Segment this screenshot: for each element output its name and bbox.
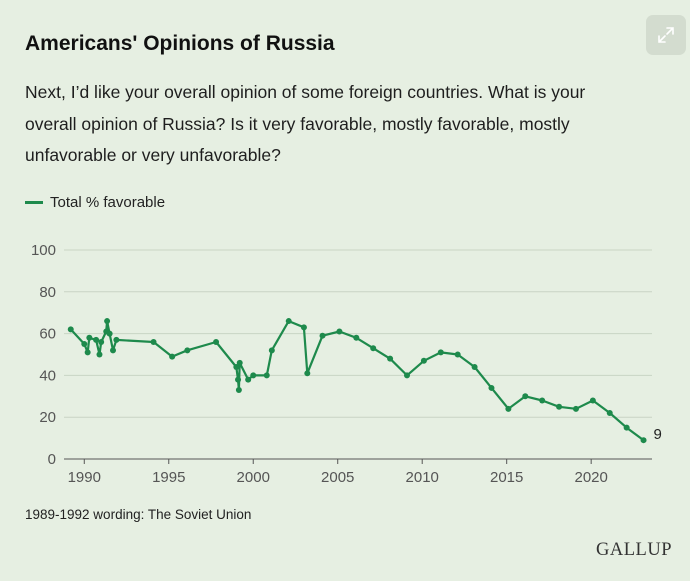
expand-button[interactable]: [646, 15, 686, 55]
y-tick-label: 80: [39, 284, 56, 301]
data-point: [250, 372, 257, 379]
data-point: [640, 437, 647, 444]
data-point: [454, 351, 461, 358]
data-point: [150, 338, 157, 345]
y-tick-label: 0: [48, 451, 56, 468]
x-tick-label: 2000: [237, 469, 270, 486]
gallup-logo: GALLUP: [596, 540, 672, 560]
data-point: [336, 328, 343, 335]
data-point: [96, 351, 103, 358]
data-point: [113, 336, 120, 343]
wording-note: 1989-1992 wording: The Soviet Union: [25, 507, 252, 522]
data-point: [387, 355, 394, 362]
data-point: [505, 405, 512, 412]
data-point: [245, 376, 252, 383]
data-point: [86, 334, 93, 341]
data-point: [572, 405, 579, 412]
x-tick-label: 2020: [574, 469, 607, 486]
data-point: [263, 372, 270, 379]
data-point: [420, 357, 427, 364]
data-point: [81, 341, 88, 348]
data-point: [106, 330, 113, 337]
data-point: [233, 364, 240, 371]
data-point: [98, 338, 105, 345]
data-point: [93, 336, 100, 343]
end-value-label: 9: [654, 426, 662, 443]
data-point: [235, 387, 242, 394]
x-tick-label: 1990: [68, 469, 101, 486]
data-point: [488, 384, 495, 391]
data-point: [285, 318, 292, 325]
x-tick-label: 1995: [152, 469, 185, 486]
data-point: [606, 410, 613, 417]
data-point: [589, 397, 596, 404]
data-point: [235, 376, 242, 383]
data-point: [522, 393, 529, 400]
expand-icon: [658, 27, 674, 43]
data-point: [84, 349, 91, 356]
data-point: [437, 349, 444, 356]
legend: Total % favorable: [25, 194, 165, 211]
data-point: [623, 424, 630, 431]
x-tick-label: 2010: [406, 469, 439, 486]
y-tick-label: 60: [39, 326, 56, 343]
data-point: [67, 326, 74, 333]
survey-question: Next, I’d like your overall opinion of s…: [25, 82, 586, 165]
data-point: [319, 332, 326, 339]
data-point: [556, 403, 563, 410]
data-point: [184, 347, 191, 354]
x-tick-label: 2005: [321, 469, 354, 486]
legend-label: Total % favorable: [50, 194, 166, 211]
data-point: [169, 353, 176, 360]
data-point: [300, 324, 307, 331]
line-chart: 0 20 40 60 80 100 1990 1995 2000 2005 2010 2015 2020…: [31, 242, 662, 486]
data-point: [353, 334, 360, 341]
data-point: [104, 318, 111, 325]
data-point: [236, 359, 243, 366]
x-tick-label: 2015: [490, 469, 523, 486]
legend-swatch: [25, 201, 43, 204]
y-tick-label: 100: [31, 242, 56, 259]
y-tick-label: 40: [39, 367, 56, 384]
y-tick-label: 20: [39, 409, 56, 426]
data-point: [539, 397, 546, 404]
data-point: [471, 364, 478, 371]
data-point: [304, 370, 311, 377]
data-point: [213, 338, 220, 345]
data-point: [370, 345, 377, 352]
data-point: [404, 372, 410, 379]
data-point: [268, 347, 275, 354]
chart-title: Americans' Opinions of Russia: [25, 32, 335, 55]
data-point: [110, 347, 116, 354]
